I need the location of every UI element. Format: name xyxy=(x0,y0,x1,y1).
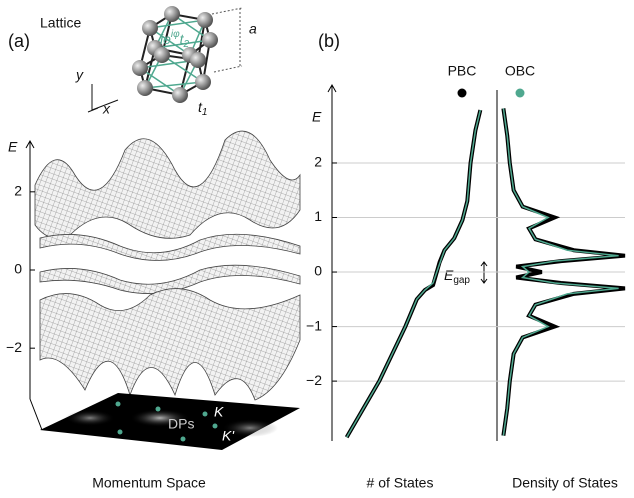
hopping-t1: t1 xyxy=(198,99,207,118)
band-surfaces xyxy=(34,130,301,401)
lattice-constant: a xyxy=(249,21,257,37)
y-axis-label: E xyxy=(312,109,322,125)
annotation: Egap xyxy=(444,267,470,286)
y-tick-label: 2 xyxy=(14,183,22,199)
marker-label: K' xyxy=(222,428,235,444)
y-tick-label: 1 xyxy=(314,208,322,224)
y-axis xyxy=(327,83,337,441)
lattice: Lattice a ieiφt2 t1 y x xyxy=(40,6,257,118)
momentum-floor: DPs K K' xyxy=(40,393,300,450)
axis-x: x xyxy=(102,101,111,117)
hopping-t2: ieiφt2 xyxy=(160,29,190,50)
y-tick-label: −2 xyxy=(306,372,322,388)
y-tick-label: −1 xyxy=(306,317,322,333)
y-tick-label: −2 xyxy=(6,339,22,355)
y-tick-label: 2 xyxy=(314,154,322,170)
axis-y: y xyxy=(75,67,84,83)
marker-label: K xyxy=(214,404,224,420)
lattice-title: Lattice xyxy=(40,15,81,31)
panel-label: (b) xyxy=(318,31,340,51)
legend-label: OBC xyxy=(505,63,535,79)
dos-curve xyxy=(502,108,619,436)
y-axis-label: E xyxy=(8,139,18,155)
x-axis-label: # of States xyxy=(367,475,434,491)
y-tick-label: 0 xyxy=(14,261,22,277)
marker-label: DPs xyxy=(168,416,194,432)
panel-label: (a) xyxy=(8,31,30,51)
legend-marker xyxy=(457,88,467,98)
x-axis-label: Momentum Space xyxy=(92,475,206,491)
legend-marker xyxy=(515,88,525,98)
state-curve xyxy=(346,109,482,438)
legend-label: PBC xyxy=(448,63,477,79)
y-tick-label: 0 xyxy=(314,263,322,279)
x-axis-label: Density of States xyxy=(512,475,618,491)
